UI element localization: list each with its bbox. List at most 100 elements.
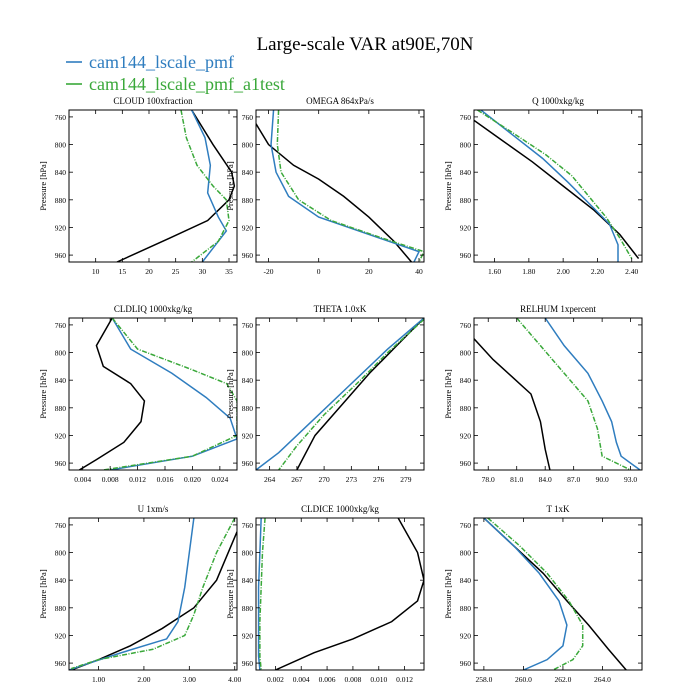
series-line-1 xyxy=(483,518,627,670)
x-tick-label: 84.0 xyxy=(539,475,552,484)
y-tick-label: 920 xyxy=(460,631,472,640)
x-tick-label: 10 xyxy=(92,267,100,276)
y-tick-label: 840 xyxy=(460,168,472,177)
x-tick-label: 270 xyxy=(318,475,330,484)
x-tick-label: 267 xyxy=(291,475,303,484)
x-tick-label: 0.004 xyxy=(293,675,310,684)
series-line-3 xyxy=(276,110,424,262)
x-tick-label: 1.00 xyxy=(92,675,105,684)
y-tick-label: 920 xyxy=(460,431,472,440)
series-line-3 xyxy=(477,110,633,259)
panel-8: CLDICE 1000xkg/kg 0.002 0.004 0.006 0.008 0.0… xyxy=(225,504,425,684)
y-tick-label: 960 xyxy=(242,251,254,260)
y-tick-label: 880 xyxy=(242,404,254,413)
series-line-2 xyxy=(69,518,195,670)
series-line-2 xyxy=(544,318,641,470)
panel-title: CLDLIQ 1000xkg/kg xyxy=(114,304,193,314)
x-tick-label: 264 xyxy=(264,475,276,484)
series-line-1 xyxy=(256,123,413,262)
y-tick-label: 880 xyxy=(55,404,67,413)
y-axis-label: Pressure [hPa] xyxy=(225,369,235,419)
panel-4: CLDLIQ 1000xkg/kg 0.004 0.008 0.012 0.016 0.0… xyxy=(38,304,238,484)
series-line-1 xyxy=(71,531,237,670)
y-tick-label: 760 xyxy=(55,321,67,330)
x-tick-label: 2.20 xyxy=(591,267,604,276)
panel-1: CLOUD 100xfraction 10 15 20 25 30 35 760 800 840 8… xyxy=(38,96,238,276)
y-tick-label: 840 xyxy=(55,576,67,585)
panel-3: Q 1000xkg/kg 1.60 1.80 2.00 2.20 2.40 760 800 84… xyxy=(443,96,643,276)
series-line-1 xyxy=(296,318,424,470)
x-tick-label: 20 xyxy=(145,267,153,276)
x-tick-label: 3.00 xyxy=(183,675,196,684)
plot-frame xyxy=(473,109,643,263)
y-tick-label: 920 xyxy=(242,431,254,440)
y-tick-label: 920 xyxy=(55,431,67,440)
y-axis-label: Pressure [hPa] xyxy=(38,369,48,419)
y-tick-label: 960 xyxy=(55,251,67,260)
series-line-1 xyxy=(275,518,424,670)
series-line-3 xyxy=(71,518,236,670)
panel-grid: CLOUD 100xfraction 10 15 20 25 30 35 760 800 840 8… xyxy=(38,96,643,684)
series-line-2 xyxy=(110,318,237,470)
y-axis-label: Pressure [hPa] xyxy=(443,569,453,619)
x-tick-label: 0.008 xyxy=(344,675,361,684)
y-tick-label: 960 xyxy=(55,459,67,468)
y-axis-label: Pressure [hPa] xyxy=(38,569,48,619)
series-line-3 xyxy=(259,518,266,670)
x-tick-label: 0.008 xyxy=(102,475,119,484)
x-tick-label: 0.004 xyxy=(74,475,91,484)
x-tick-label: 260.0 xyxy=(515,675,532,684)
x-tick-label: -20 xyxy=(264,267,274,276)
x-tick-label: 1.80 xyxy=(522,267,535,276)
series-line-2 xyxy=(190,110,228,262)
panel-title: THETA 1.0xK xyxy=(314,304,367,314)
y-tick-label: 800 xyxy=(242,349,254,358)
x-tick-label: 0.016 xyxy=(157,475,174,484)
y-tick-label: 960 xyxy=(460,251,472,260)
x-tick-label: 87.0 xyxy=(567,475,580,484)
y-tick-label: 760 xyxy=(55,521,67,530)
y-tick-label: 760 xyxy=(242,321,254,330)
legend-label-2: cam144_lscale_pmf_a1test xyxy=(89,74,285,94)
y-tick-label: 920 xyxy=(460,223,472,232)
y-axis-label: Pressure [hPa] xyxy=(225,161,235,211)
x-tick-label: 40 xyxy=(415,267,423,276)
y-tick-label: 960 xyxy=(55,659,67,668)
x-tick-label: 264.0 xyxy=(594,675,611,684)
series-line-2 xyxy=(270,110,421,262)
x-tick-label: 0.012 xyxy=(129,475,146,484)
y-tick-label: 880 xyxy=(242,604,254,613)
y-tick-label: 920 xyxy=(242,223,254,232)
y-tick-label: 920 xyxy=(55,223,67,232)
y-tick-label: 800 xyxy=(242,141,254,150)
plot-frame xyxy=(255,317,425,471)
y-tick-label: 960 xyxy=(242,459,254,468)
panel-title: OMEGA 864xPa/s xyxy=(306,96,374,106)
y-tick-label: 840 xyxy=(242,376,254,385)
x-tick-label: 273 xyxy=(346,475,358,484)
plot-frame xyxy=(255,109,425,263)
x-tick-label: 0.012 xyxy=(396,675,413,684)
y-tick-label: 840 xyxy=(460,576,472,585)
panel-6: RELHUM 1xpercent 78.0 81.0 84.0 87.0 90.0 93.0… xyxy=(443,304,643,484)
legend-label-1: cam144_lscale_pmf xyxy=(89,52,234,72)
y-tick-label: 840 xyxy=(242,168,254,177)
x-tick-label: 81.0 xyxy=(510,475,523,484)
series-line-1 xyxy=(474,119,640,260)
panel-title: CLOUD 100xfraction xyxy=(113,96,193,106)
series-line-3 xyxy=(180,110,230,262)
y-tick-label: 920 xyxy=(55,631,67,640)
plot-frame xyxy=(68,109,238,263)
x-tick-label: 0 xyxy=(317,267,321,276)
y-tick-label: 760 xyxy=(460,113,472,122)
panel-5: THETA 1.0xK 264 267 270 273 276 279 760 800 840 88… xyxy=(225,304,425,484)
y-tick-label: 800 xyxy=(55,141,67,150)
y-axis-label: Pressure [hPa] xyxy=(38,161,48,211)
y-tick-label: 800 xyxy=(460,349,472,358)
x-tick-label: 4.00 xyxy=(228,675,241,684)
panel-2: OMEGA 864xPa/s -20 0 20 40 760 800 840 880 920 960… xyxy=(225,96,425,276)
y-tick-label: 800 xyxy=(55,549,67,558)
y-axis-label: Pressure [hPa] xyxy=(443,369,453,419)
panel-title: RELHUM 1xpercent xyxy=(520,304,596,314)
